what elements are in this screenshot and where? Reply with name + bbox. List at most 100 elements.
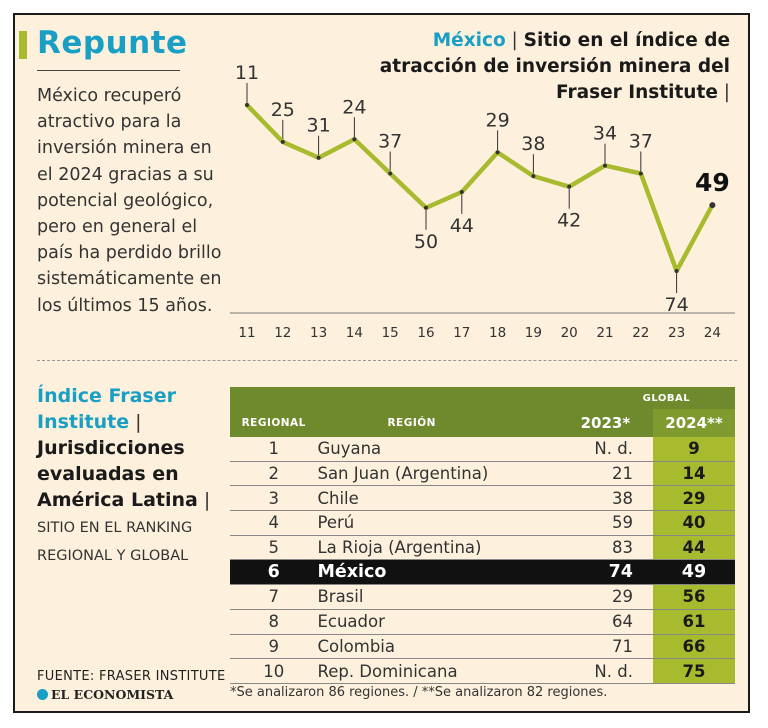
data-label: 49 — [695, 168, 730, 197]
region-cell: Chile — [317, 485, 558, 512]
chart-title-separator-end: | — [717, 82, 730, 103]
value-2024-cell: 14 — [652, 461, 735, 487]
rank-cell: 4 — [230, 510, 318, 536]
rank-cell: 6 — [230, 559, 318, 586]
column-header-2023: 2023* — [580, 414, 631, 432]
table-row: 4 Perú 59 40 — [230, 510, 735, 536]
data-label: 24 — [342, 96, 366, 118]
data-point — [424, 205, 428, 210]
table-row: 7 Brasil 29 56 — [230, 584, 735, 610]
value-2024-cell: 9 — [652, 437, 735, 462]
table-header-blank — [230, 387, 558, 409]
x-tick-label: 15 — [382, 325, 399, 341]
index-title-accent: Índice Fraser Institute — [37, 385, 176, 433]
value-2024-cell: 61 — [652, 609, 735, 635]
accent-bar — [19, 31, 27, 59]
headline: Repunte — [37, 25, 188, 61]
brand-logo: EL ECONOMISTA — [37, 687, 173, 702]
region-cell: Colombia — [317, 634, 558, 660]
rank-cell: 3 — [230, 485, 318, 512]
data-point — [245, 103, 249, 107]
chart-title-separator: | — [505, 30, 524, 51]
table-row: 9 Colombia 71 66 — [230, 634, 735, 660]
table-row: 10 Rep. Dominicana N. d. 75 — [230, 658, 735, 684]
data-point — [674, 269, 679, 273]
data-label: 34 — [593, 123, 617, 145]
value-2023-cell: 64 — [557, 609, 653, 635]
value-2023-cell: 38 — [557, 485, 653, 512]
data-point — [638, 171, 643, 176]
rank-cell: 8 — [230, 609, 318, 635]
rank-cell: 1 — [230, 437, 318, 462]
ranking-table: GLOBAL REGIONAL REGIÓN 2023* 2024** 1 Guy… — [230, 387, 735, 684]
index-title: Índice Fraser Institute | Jurisdicciones… — [37, 383, 237, 569]
data-label: 50 — [414, 231, 438, 253]
data-point — [352, 137, 357, 142]
value-2024-cell: 29 — [652, 485, 735, 512]
rank-cell: 2 — [230, 461, 318, 487]
series-line — [244, 102, 715, 274]
data-point — [316, 155, 321, 160]
region-cell: Ecuador — [317, 609, 558, 635]
x-tick-label: 13 — [310, 325, 327, 341]
region-cell: San Juan (Argentina) — [317, 461, 558, 487]
x-tick-label: 23 — [668, 325, 685, 341]
table-row: 1 Guyana N. d. 9 — [230, 437, 735, 462]
value-2023-cell: N. d. — [557, 437, 653, 462]
index-title-main: Jurisdicciones evaluadas en América Lati… — [37, 437, 198, 511]
value-2024-cell: 66 — [652, 634, 735, 660]
data-point — [388, 171, 393, 176]
x-tick-label: 22 — [632, 325, 649, 341]
headline-rule — [37, 70, 180, 71]
region-cell: La Rioja (Argentina) — [317, 535, 558, 561]
value-2023-cell: 21 — [557, 461, 653, 487]
rank-cell: 5 — [230, 535, 318, 561]
x-tick-label: 14 — [346, 325, 363, 341]
x-tick-label: 18 — [489, 325, 506, 341]
data-label: 44 — [450, 215, 474, 237]
region-cell: Rep. Dominicana — [317, 658, 558, 684]
value-2023-cell: 59 — [557, 510, 653, 536]
data-label: 38 — [521, 133, 545, 155]
column-header-2024: 2024** — [652, 409, 735, 437]
chart-title-main: Sitio en el índice de atracción de inver… — [379, 30, 730, 103]
table-row: 2 San Juan (Argentina) 21 14 — [230, 461, 735, 487]
region-cell: Perú — [317, 510, 558, 536]
data-label: 74 — [665, 294, 689, 316]
rank-cell: 9 — [230, 634, 318, 660]
data-label: 11 — [235, 62, 259, 84]
value-2023-cell: 74 — [557, 559, 653, 586]
region-cell: México — [317, 559, 558, 586]
x-tick-label: 19 — [525, 325, 542, 341]
brand-name: EL ECONOMISTA — [51, 687, 174, 702]
x-tick-label: 12 — [274, 325, 291, 341]
data-point — [709, 202, 716, 209]
value-2024-cell: 56 — [652, 584, 735, 610]
lead-text: México recuperó atractivo para la invers… — [37, 86, 222, 316]
data-label: 37 — [378, 131, 402, 153]
data-point — [603, 163, 607, 168]
data-point — [567, 184, 572, 189]
data-point — [280, 139, 285, 144]
data-label: 29 — [486, 109, 510, 131]
region-cell: Brasil — [317, 584, 558, 610]
table-row: 3 Chile 38 29 — [230, 485, 735, 512]
region-cell: Guyana — [317, 437, 558, 462]
data-label: 31 — [307, 115, 331, 137]
value-2024-cell: 40 — [652, 510, 735, 536]
footnote: *Se analizaron 86 regiones. / **Se anali… — [230, 685, 608, 700]
data-point — [495, 150, 500, 155]
data-point — [459, 189, 464, 194]
index-title-separator-2: | — [197, 489, 211, 511]
data-label: 37 — [629, 131, 653, 153]
x-tick-label: 21 — [596, 325, 613, 341]
x-tick-label: 16 — [417, 325, 434, 341]
global-label: GLOBAL — [642, 392, 691, 404]
source-note: FUENTE: FRASER INSTITUTE — [37, 669, 226, 684]
x-tick-label: 17 — [453, 325, 470, 341]
section-divider — [37, 360, 737, 361]
x-tick-label: 20 — [561, 325, 578, 341]
rank-cell: 7 — [230, 584, 318, 610]
value-2024-cell: 75 — [652, 658, 735, 684]
value-2023-cell: 29 — [557, 584, 653, 610]
